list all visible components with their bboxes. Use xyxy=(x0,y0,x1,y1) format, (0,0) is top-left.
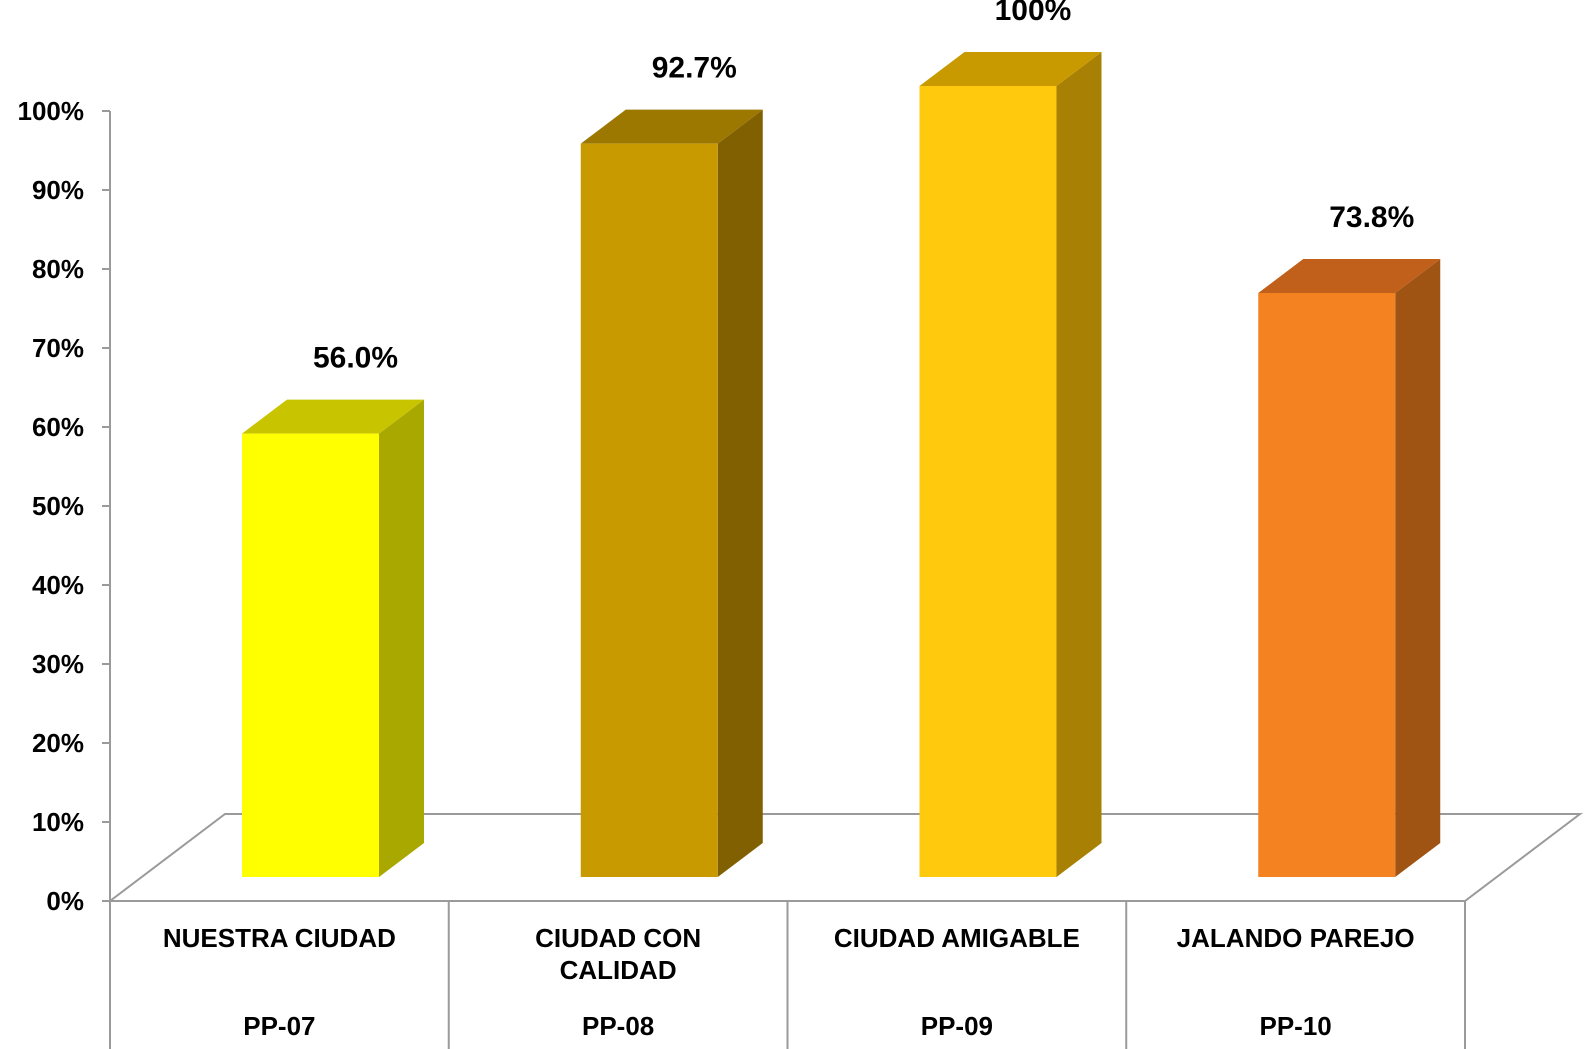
y-tick-label: 80% xyxy=(32,254,84,284)
bar-side xyxy=(1395,258,1441,878)
bar-front xyxy=(919,86,1057,877)
y-tick-label: 0% xyxy=(46,886,84,916)
y-axis: 0% 10% 20% 30% 40% 50% 60% 70% 80% 90% 100% xyxy=(18,96,111,916)
category-label: NUESTRA CIUDAD xyxy=(163,923,396,953)
bar-side xyxy=(717,109,763,878)
bar-top xyxy=(242,399,424,434)
category-label-line: CIUDAD CON xyxy=(535,923,701,953)
bars xyxy=(242,52,1441,878)
bar xyxy=(919,52,1102,877)
bar-side xyxy=(1056,52,1102,877)
category-label: CIUDAD AMIGABLE xyxy=(834,923,1080,953)
data-label: 92.7% xyxy=(652,52,737,85)
category-code: PP-10 xyxy=(1259,1011,1331,1041)
bar xyxy=(242,399,424,877)
y-tick-label: 20% xyxy=(32,728,84,758)
data-label: 56.0% xyxy=(313,342,398,375)
y-tick-label: 70% xyxy=(32,333,84,363)
y-tick-label: 40% xyxy=(32,570,84,600)
category-label-line: JALANDO PAREJO xyxy=(1177,923,1415,953)
bar-side xyxy=(379,399,424,877)
category-label: CIUDAD CON CALIDAD xyxy=(535,923,701,985)
y-tick-label: 100% xyxy=(18,96,85,126)
y-tick-label: 30% xyxy=(32,649,84,679)
data-label: 100% xyxy=(995,0,1072,27)
bar xyxy=(1258,258,1441,878)
bar-front xyxy=(242,433,379,877)
data-labels: 56.0% 92.7% 100% 73.8% xyxy=(313,0,1414,375)
category-code: PP-08 xyxy=(582,1011,654,1041)
category-code: PP-09 xyxy=(921,1011,993,1041)
x-axis: NUESTRA CIUDAD PP-07 CIUDAD CON CALIDAD PP-0… xyxy=(109,900,1466,1049)
category-label-line: CIUDAD AMIGABLE xyxy=(834,923,1080,953)
category-label: JALANDO PAREJO xyxy=(1177,923,1415,953)
bar-top xyxy=(1258,258,1441,293)
bar-top xyxy=(580,109,763,144)
bar-top xyxy=(919,52,1102,86)
category-label-line: CALIDAD xyxy=(560,955,677,985)
y-tick-label: 10% xyxy=(32,807,84,837)
data-label: 73.8% xyxy=(1329,201,1414,234)
category-code: PP-07 xyxy=(243,1011,315,1041)
bar-front xyxy=(1258,292,1396,878)
y-tick-label: 90% xyxy=(32,175,84,205)
bar-front xyxy=(580,143,718,878)
bar xyxy=(580,109,763,878)
y-tick-label: 50% xyxy=(32,491,84,521)
category-label-line: NUESTRA CIUDAD xyxy=(163,923,396,953)
y-tick-label: 60% xyxy=(32,412,84,442)
